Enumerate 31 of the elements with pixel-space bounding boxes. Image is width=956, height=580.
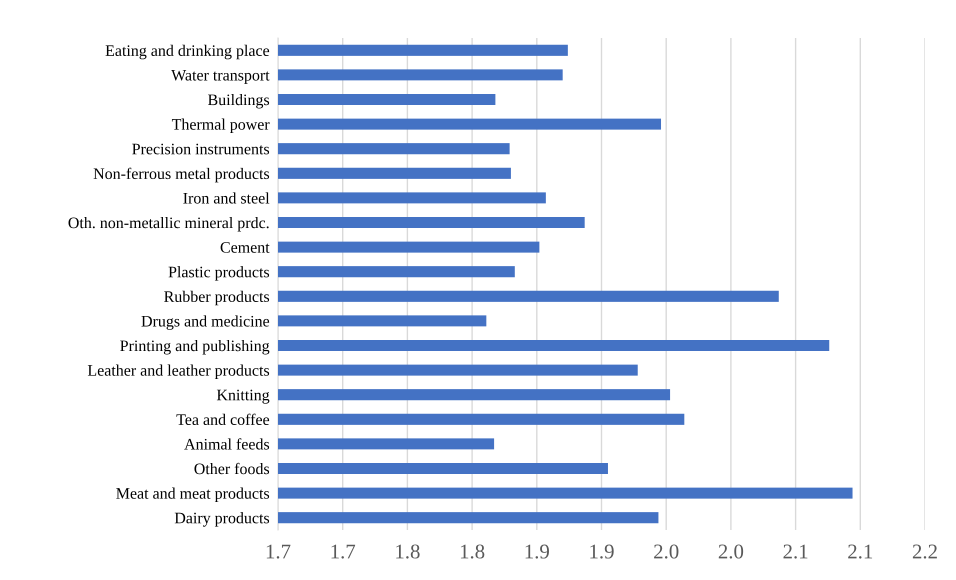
- y-tick-label: Cement: [220, 242, 270, 253]
- y-tick-label: Leather and leather products: [88, 364, 270, 380]
- x-tick-label: 1.7: [266, 544, 290, 559]
- x-tick-label: 1.7: [332, 544, 356, 559]
- y-tick-label: Printing and publishing: [120, 340, 270, 354]
- y-tick-label: Animal feeds: [184, 438, 270, 450]
- y-tick-label: Meat and meat products: [116, 488, 270, 502]
- y-tick-label: Tea and coffee: [176, 414, 270, 425]
- y-tick-label: Thermal power: [172, 118, 270, 134]
- y-tick-label: Plastic products: [168, 266, 270, 281]
- x-tick-label: 1.8: [460, 544, 484, 559]
- x-tick-label: 2.1: [783, 544, 808, 559]
- y-tick-label: Precision instruments: [132, 144, 270, 154]
- x-tick-label: 1.9: [590, 544, 614, 559]
- y-tick-label: Rubber products: [164, 290, 270, 306]
- y-tick-label: Oth. non-metallic mineral prdc.: [68, 216, 269, 232]
- y-tick-label: Iron and steel: [183, 192, 270, 204]
- y-tick-label: Non-ferrous metal products: [94, 168, 270, 182]
- x-tick-label: 2.1: [848, 544, 872, 559]
- y-tick-label: Water transport: [171, 70, 270, 84]
- y-tick-label: Drugs and medicine: [141, 315, 270, 330]
- y-tick-label: Knitting: [216, 390, 270, 404]
- y-tick-label: Eating and drinking place: [106, 44, 270, 60]
- y-tick-label: Buildings: [208, 94, 270, 108]
- x-tick-label: 2.0: [654, 544, 678, 559]
- y-tick-label: Dairy products: [174, 512, 270, 527]
- x-tick-label: 1.9: [526, 544, 549, 559]
- x-tick-label: 1.8: [396, 544, 420, 559]
- x-tick-label: 2.2: [912, 544, 937, 559]
- y-tick-label: Other foods: [194, 462, 270, 474]
- x-tick-label: 2.0: [718, 544, 744, 559]
